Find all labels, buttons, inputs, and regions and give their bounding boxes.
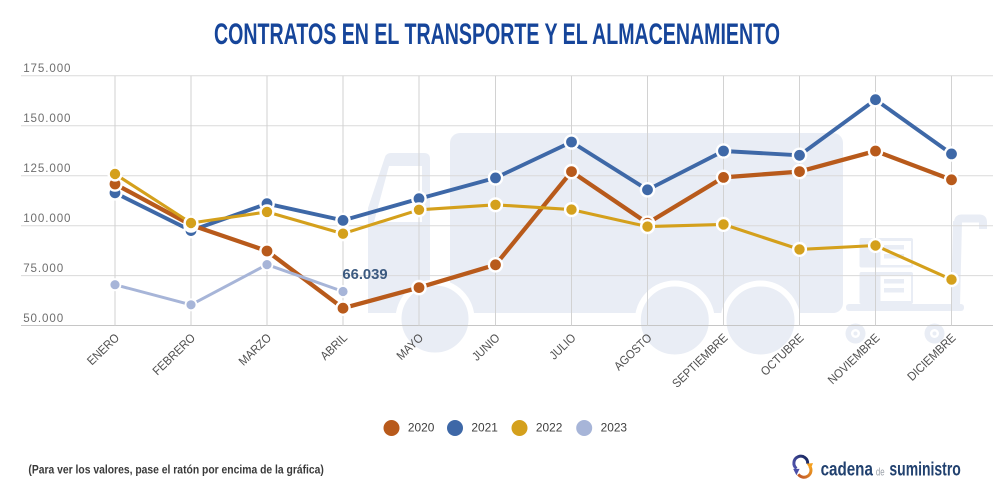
svg-text:75.000: 75.000 xyxy=(23,262,64,275)
svg-text:2022: 2022 xyxy=(536,421,563,435)
svg-text:150.000: 150.000 xyxy=(23,112,71,125)
svg-text:2020: 2020 xyxy=(408,421,435,435)
svg-text:cadena: cadena xyxy=(821,459,874,480)
svg-text:2023: 2023 xyxy=(601,421,628,435)
svg-text:(Para ver los valores, pase el: (Para ver los valores, pase el ratón por… xyxy=(28,462,324,476)
svg-text:CONTRATOS EN EL TRANSPORTE Y E: CONTRATOS EN EL TRANSPORTE Y EL ALMACENA… xyxy=(214,18,780,51)
svg-text:suministro: suministro xyxy=(889,459,960,480)
svg-text:125.000: 125.000 xyxy=(23,162,71,175)
svg-text:2021: 2021 xyxy=(471,421,498,435)
svg-text:de: de xyxy=(876,466,885,478)
svg-text:50.000: 50.000 xyxy=(23,312,64,325)
svg-text:100.000: 100.000 xyxy=(23,212,71,225)
svg-text:175.000: 175.000 xyxy=(23,62,71,75)
svg-text:66.039: 66.039 xyxy=(342,267,387,283)
